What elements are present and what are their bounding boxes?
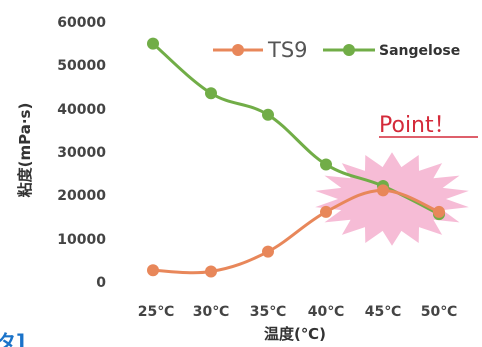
y-tick-label: 0: [96, 275, 106, 291]
x-tick-label: 50℃: [421, 304, 457, 320]
highlight-burst: [315, 152, 469, 246]
y-axis-ticks: 0 10000 20000 30000 40000 50000 60000: [57, 15, 106, 291]
legend-sangelose-marker: [343, 44, 355, 56]
y-tick-label: 40000: [57, 102, 106, 118]
ts9-data-point: [147, 264, 159, 277]
y-axis-title: 粘度(mPa·s): [16, 103, 34, 198]
x-tick-label: 45℃: [365, 304, 401, 320]
corner-text-fragment: タ]: [0, 330, 25, 347]
x-axis-title: 温度(℃): [264, 325, 326, 343]
y-tick-label: 20000: [57, 188, 106, 204]
legend-ts9-label: TS9: [267, 38, 308, 62]
ts9-data-point: [320, 205, 332, 218]
sangelose-data-point: [205, 87, 217, 100]
y-tick-label: 50000: [57, 58, 106, 74]
y-tick-label: 30000: [57, 145, 106, 161]
legend-sangelose-label: Sangelose: [379, 43, 460, 59]
x-tick-label: 30℃: [193, 304, 229, 320]
x-axis-ticks: 25℃ 30℃ 35℃ 40℃ 45℃ 50℃: [138, 304, 457, 320]
ts9-data-point: [377, 184, 389, 197]
point-annotation: Point！: [379, 113, 456, 138]
sangelose-data-point: [320, 158, 332, 171]
y-tick-label: 10000: [57, 232, 106, 248]
x-tick-label: 35℃: [250, 304, 286, 320]
legend-ts9-marker: [232, 44, 244, 56]
ts9-data-point: [433, 205, 445, 218]
x-tick-label: 25℃: [138, 304, 174, 320]
ts9-data-point: [205, 265, 217, 278]
chart-legend: TS9 Sangelose: [213, 38, 460, 62]
sangelose-data-point: [147, 37, 159, 50]
y-tick-label: 60000: [57, 15, 106, 31]
ts9-points: [147, 184, 445, 278]
sangelose-data-point: [262, 108, 274, 121]
x-tick-label: 40℃: [308, 304, 344, 320]
ts9-data-point: [262, 245, 274, 258]
